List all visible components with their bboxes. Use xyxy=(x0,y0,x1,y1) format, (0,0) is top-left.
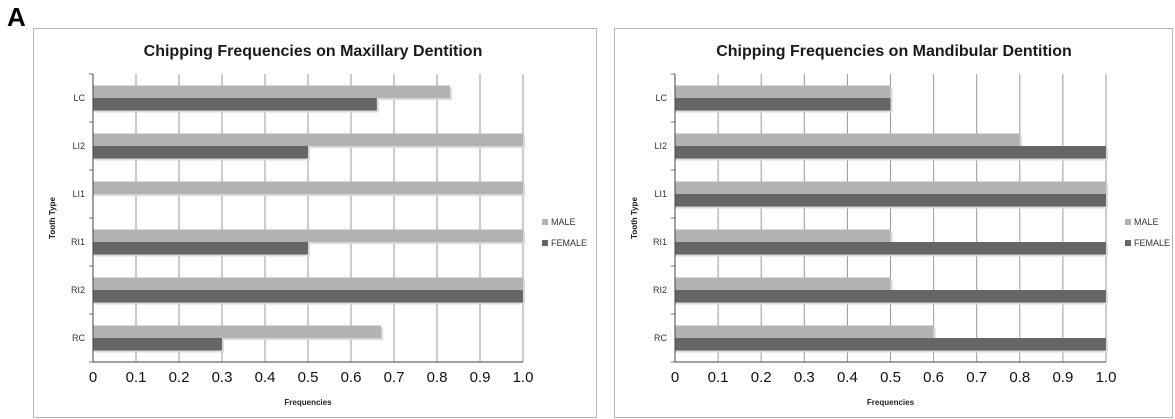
mandibular-y-tick-label: RC xyxy=(654,333,667,343)
maxillary-x-tick-label: 0.9 xyxy=(470,369,491,386)
maxillary-x-tick-label: 0.6 xyxy=(341,369,362,386)
mandibular-x-axis-label: Frequencies xyxy=(867,398,915,407)
maxillary-y-tick-label: RC xyxy=(72,333,85,343)
maxillary-x-tick-label: 0.7 xyxy=(384,369,405,386)
mandibular-x-tick-label: 0.2 xyxy=(751,369,772,386)
mandibular-y-axis-label: Tooth Type xyxy=(630,196,639,238)
maxillary-x-tick-label: 0.2 xyxy=(169,369,190,386)
maxillary-x-tick-label: 0.4 xyxy=(255,369,276,386)
maxillary-bar-female xyxy=(93,242,308,255)
mandibular-bar-male xyxy=(675,229,891,242)
maxillary-y-tick-label: LI2 xyxy=(72,141,85,151)
mandibular-x-tick-label: 0 xyxy=(671,369,679,386)
mandibular-chart: Chipping Frequencies on Mandibular Denti… xyxy=(614,28,1173,418)
maxillary-y-tick-label: LI1 xyxy=(72,189,85,199)
mandibular-bar-female xyxy=(675,242,1106,255)
mandibular-chart-title: Chipping Frequencies on Mandibular Denti… xyxy=(716,43,1072,60)
mandibular-chart-svg: Chipping Frequencies on Mandibular Denti… xyxy=(630,43,1170,407)
mandibular-bar-male xyxy=(675,181,1106,194)
maxillary-bar-male xyxy=(93,133,523,146)
mandibular-x-tick-label: 0.7 xyxy=(966,369,987,386)
mandibular-y-tick-label: RI2 xyxy=(653,285,667,295)
mandibular-x-tick-label: 0.3 xyxy=(794,369,815,386)
mandibular-bar-male xyxy=(675,277,891,290)
maxillary-x-tick-label: 0 xyxy=(89,369,97,386)
mandibular-x-tick-label: 0.9 xyxy=(1052,369,1073,386)
maxillary-bar-male xyxy=(93,229,523,242)
mandibular-legend-swatch-male xyxy=(1125,219,1131,225)
maxillary-x-tick-label: 0.5 xyxy=(298,369,319,386)
maxillary-y-axis-label: Tooth Type xyxy=(48,196,57,238)
mandibular-bar-male xyxy=(675,325,934,338)
maxillary-chart-svg: Chipping Frequencies on Maxillary Dentit… xyxy=(48,43,587,407)
mandibular-x-tick-label: 0.6 xyxy=(923,369,944,386)
mandibular-legend-label-male: MALE xyxy=(1134,217,1159,227)
mandibular-x-tick-label: 0.1 xyxy=(708,369,729,386)
mandibular-x-tick-label: 1.0 xyxy=(1096,369,1117,386)
maxillary-y-tick-label: LC xyxy=(73,93,85,103)
mandibular-x-tick-label: 0.8 xyxy=(1009,369,1030,386)
maxillary-bar-male xyxy=(93,277,523,290)
mandibular-bar-male xyxy=(675,85,891,98)
maxillary-x-axis-label: Frequencies xyxy=(284,398,332,407)
mandibular-bar-female xyxy=(675,194,1106,207)
mandibular-bar-female xyxy=(675,290,1106,303)
mandibular-y-tick-label: LI2 xyxy=(654,141,667,151)
mandibular-y-tick-label: LI1 xyxy=(654,189,667,199)
mandibular-y-tick-label: LC xyxy=(655,93,667,103)
maxillary-legend-label-male: MALE xyxy=(551,217,576,227)
mandibular-legend-swatch-female xyxy=(1125,240,1131,246)
maxillary-y-tick-label: RI2 xyxy=(71,285,85,295)
maxillary-legend-label-female: FEMALE xyxy=(551,238,587,248)
mandibular-legend-label-female: FEMALE xyxy=(1134,238,1170,248)
maxillary-chart: Chipping Frequencies on Maxillary Dentit… xyxy=(33,28,597,418)
maxillary-legend-swatch-male xyxy=(542,219,548,225)
maxillary-bar-male xyxy=(93,85,450,98)
mandibular-bar-female xyxy=(675,338,1106,351)
mandibular-x-tick-label: 0.5 xyxy=(880,369,901,386)
maxillary-x-tick-label: 0.3 xyxy=(212,369,233,386)
mandibular-y-tick-label: RI1 xyxy=(653,237,667,247)
maxillary-bar-female xyxy=(93,98,377,111)
maxillary-bar-male xyxy=(93,181,523,194)
mandibular-bar-female xyxy=(675,146,1106,159)
maxillary-bar-female xyxy=(93,146,308,159)
maxillary-bar-female xyxy=(93,338,222,351)
maxillary-x-tick-label: 1.0 xyxy=(513,369,534,386)
maxillary-x-tick-label: 0.1 xyxy=(126,369,147,386)
maxillary-legend-swatch-female xyxy=(542,240,548,246)
mandibular-bar-female xyxy=(675,98,891,111)
panel-label: A xyxy=(7,2,26,32)
maxillary-y-tick-label: RI1 xyxy=(71,237,85,247)
mandibular-bar-male xyxy=(675,133,1020,146)
maxillary-bar-male xyxy=(93,325,382,338)
mandibular-x-tick-label: 0.4 xyxy=(837,369,858,386)
maxillary-chart-title: Chipping Frequencies on Maxillary Dentit… xyxy=(144,43,483,60)
maxillary-x-tick-label: 0.8 xyxy=(427,369,448,386)
maxillary-bar-female xyxy=(93,290,523,303)
